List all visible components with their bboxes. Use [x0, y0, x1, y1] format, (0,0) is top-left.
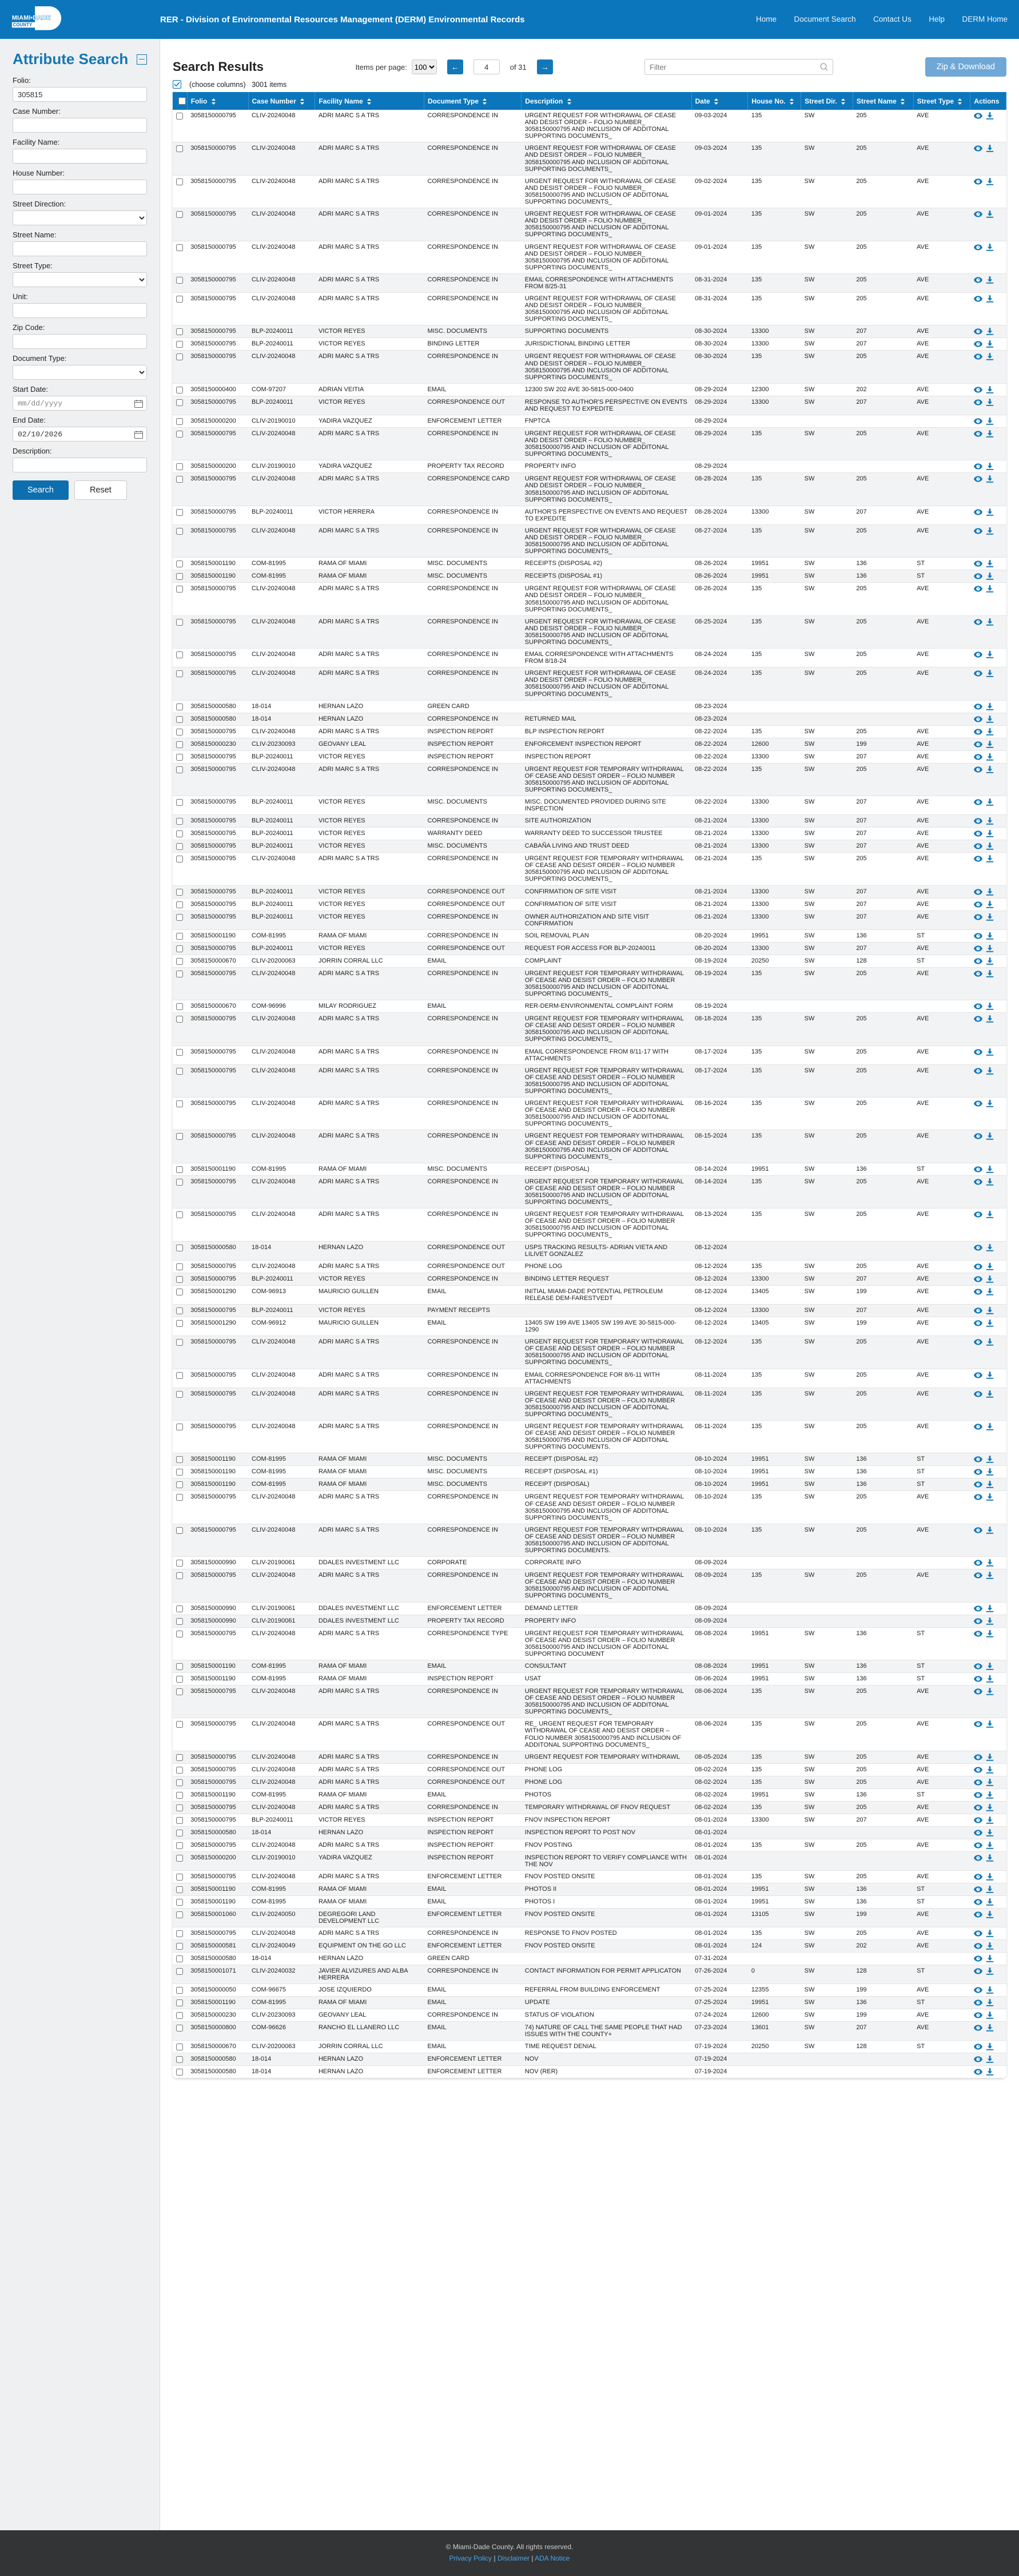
- svg-text:COUNTY: COUNTY: [13, 22, 33, 27]
- svg-text:MIAMI•DADE: MIAMI•DADE: [12, 14, 51, 21]
